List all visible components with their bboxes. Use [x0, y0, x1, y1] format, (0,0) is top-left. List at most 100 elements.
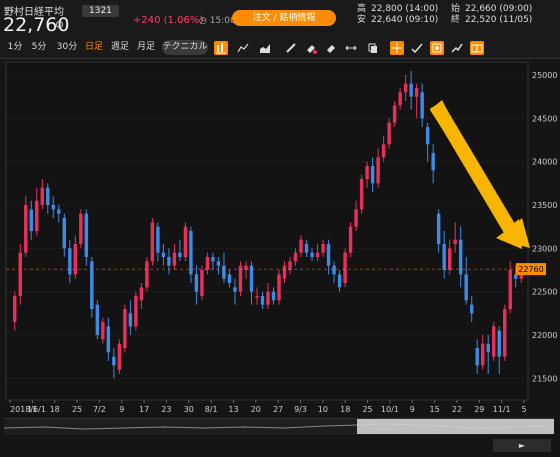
eraser-icon[interactable]	[324, 41, 338, 55]
panel-icon[interactable]	[470, 41, 484, 55]
stat-label: 高	[357, 4, 367, 14]
candle-body	[425, 127, 430, 145]
copy-icon[interactable]	[366, 41, 380, 55]
candle-body	[150, 222, 155, 262]
candle-body	[447, 248, 452, 270]
range-navigator[interactable]	[4, 418, 554, 435]
candle-body	[68, 248, 72, 275]
candle-body	[370, 166, 375, 184]
chart-toolbar: 1分 5分 30分 日足 週足 月足 テクニカル	[0, 38, 560, 59]
trend-icon[interactable]	[450, 41, 464, 55]
y-tick-label: 25000	[532, 71, 557, 80]
stat-value: 22,520 (11/05)	[465, 15, 533, 25]
x-tick-label: 29	[474, 405, 484, 414]
stats-row-low: 安 22,640 (09:10) 終 22,520 (11/05)	[357, 15, 532, 26]
x-tick-label: 30	[184, 405, 194, 414]
candle-body	[51, 205, 55, 210]
quote-header: 野村日経平均 1321 22,760 +240 (1.06%) ◷ 15:00 …	[0, 0, 560, 38]
x-tick-label: 25	[72, 405, 82, 414]
candle-body	[359, 179, 364, 210]
stat-value: 22,800 (14:00)	[371, 4, 439, 14]
horizontal-arrows-icon[interactable]	[344, 41, 358, 55]
candle-body	[293, 252, 298, 262]
eraser-fill-icon[interactable]	[304, 41, 318, 55]
x-tick-label: 8/1	[205, 405, 218, 414]
price-stats: 高 22,800 (14:00) 始 22,660 (09:00) 安 22,6…	[357, 4, 532, 26]
candle-body	[266, 291, 270, 305]
candlestick-chart[interactable]: 25000 24500 24000 23500 23000 22500 22000 21500…	[0, 60, 560, 416]
candle-body	[216, 261, 221, 266]
period-5min[interactable]: 5分	[31, 42, 47, 52]
candle-body	[24, 205, 28, 253]
candle-body	[178, 252, 182, 257]
candle-body	[436, 213, 441, 244]
x-tick-label: 20	[251, 405, 261, 414]
candle-body	[233, 287, 237, 292]
x-tick-label: 27	[273, 405, 283, 414]
y-tick-label: 24000	[532, 158, 557, 167]
y-tick-label: 21500	[532, 374, 557, 383]
stat-value: 22,640 (09:10)	[371, 15, 439, 25]
x-tick-label: 2018/6/1	[10, 405, 46, 414]
candle-body	[469, 304, 474, 314]
candle-body	[29, 209, 33, 231]
chart-svg[interactable]: 25000 24500 24000 23500 23000 22500 22000 21500…	[0, 60, 560, 416]
candle-body	[442, 244, 446, 270]
candle-body	[508, 270, 512, 309]
candle-body	[134, 296, 138, 327]
candle-body	[172, 252, 177, 266]
candle-body	[211, 257, 215, 262]
period-monthly[interactable]: 月足	[136, 42, 155, 52]
crosshair-icon[interactable]	[390, 41, 404, 55]
candle-body	[35, 200, 39, 231]
x-tick-label: 9	[410, 405, 415, 414]
candle-body	[79, 213, 83, 244]
x-tick-label: 11	[27, 405, 37, 414]
price-change: +240 (1.06%)	[133, 15, 204, 26]
candle-body	[315, 252, 320, 257]
candle-body	[381, 144, 386, 158]
candle-body	[332, 265, 336, 275]
x-tick-label: 10	[318, 405, 328, 414]
status-circle-icon	[56, 21, 63, 28]
period-30min[interactable]: 30分	[56, 42, 78, 52]
play-button[interactable]: ►	[493, 439, 551, 452]
candle-body	[348, 226, 353, 253]
candle-body	[431, 153, 435, 171]
pen-icon[interactable]	[284, 41, 298, 55]
candle-body	[343, 252, 347, 283]
check-icon[interactable]	[410, 41, 424, 55]
area-chart-icon[interactable]	[258, 41, 272, 55]
candle-chart-icon[interactable]	[214, 41, 228, 55]
candle-body	[57, 209, 61, 214]
technical-button[interactable]: テクニカル	[162, 40, 208, 55]
period-weekly[interactable]: 週足	[110, 42, 129, 52]
x-tick-label: 25	[362, 405, 372, 414]
candle-body	[260, 296, 265, 305]
compare-icon[interactable]	[430, 41, 444, 55]
last-price-label: 22760	[518, 265, 543, 274]
candle-body	[304, 244, 309, 253]
line-chart-icon[interactable]	[236, 41, 250, 55]
navigator-selection[interactable]	[357, 419, 554, 434]
x-tick-label: 23	[161, 405, 171, 414]
candle-body	[249, 265, 254, 292]
candle-body	[244, 265, 248, 270]
candle-body	[310, 252, 314, 257]
candle-body	[271, 291, 276, 301]
candle-body	[117, 343, 122, 370]
candle-body	[288, 261, 292, 270]
candle-body	[194, 274, 199, 292]
x-tick-label: 15	[430, 405, 440, 414]
stat-label: 安	[357, 15, 367, 25]
period-1min[interactable]: 1分	[7, 42, 23, 52]
x-tick-label: 22	[452, 405, 462, 414]
candle-body	[62, 218, 67, 249]
candle-body	[145, 261, 149, 288]
candle-body	[409, 83, 413, 97]
period-daily[interactable]: 日足	[84, 42, 103, 52]
stat-label: 始	[451, 4, 461, 14]
order-info-button[interactable]: 注文 / 銘柄情報	[232, 10, 336, 26]
candle-body	[475, 348, 479, 366]
candle-body	[73, 244, 78, 275]
